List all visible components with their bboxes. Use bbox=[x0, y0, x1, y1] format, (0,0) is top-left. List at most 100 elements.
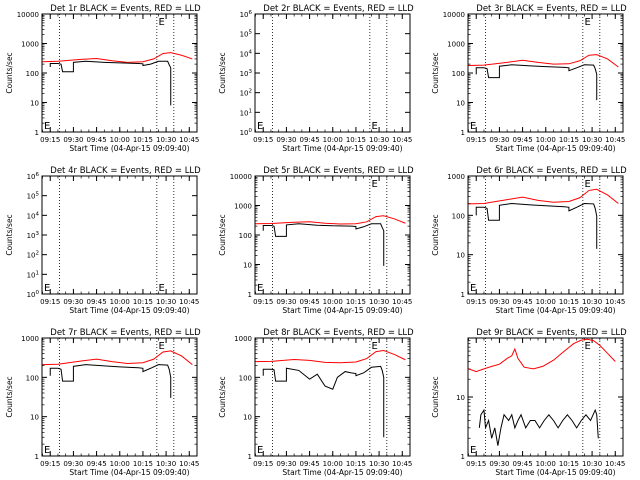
marker-label-start: E bbox=[44, 121, 50, 132]
x-tick-label: 09:45 bbox=[86, 136, 106, 144]
x-tick-label: 10:45 bbox=[392, 460, 412, 468]
y-tick-label: 1000 bbox=[234, 335, 252, 343]
y-tick-label: 10 bbox=[243, 262, 252, 270]
x-tick-label: 10:45 bbox=[392, 136, 412, 144]
x-axis-label: Start Time (04-Apr-15 09:09:40) bbox=[495, 144, 615, 153]
x-tick-label: 10:00 bbox=[323, 298, 343, 306]
lld-series-line bbox=[255, 215, 406, 225]
y-tick-label: 10 bbox=[456, 100, 465, 108]
x-tick-label: 10:45 bbox=[179, 136, 199, 144]
marker-label-end: E bbox=[158, 283, 164, 294]
x-tick-label: 10:45 bbox=[605, 298, 625, 306]
events-series-line bbox=[49, 364, 172, 398]
y-tick-label: 1 bbox=[35, 129, 39, 137]
x-tick-label: 10:00 bbox=[110, 460, 130, 468]
panel-title: Det 7r BLACK = Events, RED = LLD bbox=[50, 328, 201, 338]
lld-series-line bbox=[468, 338, 616, 373]
x-axis-label: Start Time (04-Apr-15 09:09:40) bbox=[282, 144, 402, 153]
y-tick-label: 1000 bbox=[447, 41, 465, 49]
plot-frame bbox=[41, 13, 198, 133]
y-tick-label: 100 bbox=[452, 212, 465, 220]
panel-title: Det 9r BLACK = Events, RED = LLD bbox=[476, 328, 627, 338]
y-axis-label: Counts/sec bbox=[431, 376, 440, 417]
marker-label-end: E bbox=[158, 17, 164, 28]
x-tick-label: 09:15 bbox=[466, 460, 486, 468]
x-tick-label: 09:30 bbox=[276, 460, 296, 468]
panel-title: Det 3r BLACK = Events, RED = LLD bbox=[476, 4, 627, 14]
x-tick-label: 10:15 bbox=[346, 460, 366, 468]
y-tick-label: 105 bbox=[240, 30, 253, 39]
y-axis-label: Counts/sec bbox=[218, 214, 227, 255]
x-tick-label: 10:00 bbox=[323, 460, 343, 468]
x-tick-label: 09:45 bbox=[299, 136, 319, 144]
x-tick-label: 10:30 bbox=[369, 460, 389, 468]
y-tick-label: 104 bbox=[27, 211, 40, 220]
panel-det-2: Det 2r BLACK = Events, RED = LLD 100 101 10… bbox=[218, 4, 414, 153]
y-axis-label: Counts/sec bbox=[431, 214, 440, 255]
panel-det-7: Det 7r BLACK = Events, RED = LLD 1 10 100 10… bbox=[5, 328, 201, 477]
x-tick-label: 10:00 bbox=[536, 460, 556, 468]
x-tick-label: 09:30 bbox=[63, 136, 83, 144]
marker-label-end: E bbox=[371, 121, 377, 132]
y-tick-label: 10 bbox=[30, 414, 39, 422]
x-tick-label: 10:45 bbox=[179, 460, 199, 468]
plot-frame bbox=[41, 337, 198, 457]
marker-label-start: E bbox=[44, 445, 50, 456]
x-tick-label: 10:30 bbox=[156, 460, 176, 468]
x-tick-label: 10:30 bbox=[582, 460, 602, 468]
y-axis-label: Counts/sec bbox=[431, 52, 440, 93]
plot-frame bbox=[467, 175, 624, 295]
x-axis-label: Start Time (04-Apr-15 09:09:40) bbox=[69, 468, 189, 477]
events-series-line bbox=[262, 365, 385, 438]
y-tick-label: 1 bbox=[35, 453, 39, 461]
plot-frame bbox=[254, 337, 411, 457]
x-tick-label: 10:30 bbox=[156, 136, 176, 144]
y-tick-label: 100 bbox=[239, 232, 252, 240]
events-series-line bbox=[475, 202, 598, 249]
y-axis-label: Counts/sec bbox=[5, 52, 14, 93]
x-axis-label: Start Time (04-Apr-15 09:09:40) bbox=[69, 144, 189, 153]
x-tick-label: 09:45 bbox=[512, 298, 532, 306]
y-tick-label: 101 bbox=[240, 108, 252, 117]
x-tick-label: 10:00 bbox=[110, 136, 130, 144]
events-series-line bbox=[262, 223, 385, 266]
panel-title: Det 1r BLACK = Events, RED = LLD bbox=[50, 4, 201, 14]
x-tick-label: 10:30 bbox=[156, 298, 176, 306]
marker-label-start: E bbox=[470, 445, 476, 456]
marker-label-start: E bbox=[257, 445, 263, 456]
panel-det-6: Det 6r BLACK = Events, RED = LLD 1 10 100 10… bbox=[431, 166, 627, 315]
x-tick-label: 10:15 bbox=[559, 298, 579, 306]
marker-label-end: E bbox=[584, 17, 590, 28]
x-axis-label: Start Time (04-Apr-15 09:09:40) bbox=[495, 468, 615, 477]
events-series-line bbox=[49, 60, 172, 106]
x-tick-label: 10:45 bbox=[605, 460, 625, 468]
x-tick-label: 09:15 bbox=[253, 460, 273, 468]
x-tick-label: 10:30 bbox=[369, 136, 389, 144]
events-series-line bbox=[475, 64, 598, 101]
lld-series-line bbox=[255, 350, 406, 364]
y-tick-label: 102 bbox=[27, 251, 39, 260]
y-tick-label: 1 bbox=[461, 291, 465, 299]
x-tick-label: 10:15 bbox=[559, 460, 579, 468]
x-tick-label: 09:15 bbox=[253, 136, 273, 144]
panel-det-8: Det 8r BLACK = Events, RED = LLD 1 10 100 10… bbox=[218, 328, 414, 477]
plot-frame bbox=[467, 13, 624, 133]
x-axis-label: Start Time (04-Apr-15 09:09:40) bbox=[282, 468, 402, 477]
y-tick-label: 100 bbox=[27, 290, 40, 299]
x-tick-label: 10:15 bbox=[346, 298, 366, 306]
plot-frame bbox=[254, 13, 411, 133]
x-axis-label: Start Time (04-Apr-15 09:09:40) bbox=[69, 306, 189, 315]
x-tick-label: 10:00 bbox=[323, 136, 343, 144]
y-tick-label: 100 bbox=[26, 374, 39, 382]
marker-label-start: E bbox=[44, 283, 50, 294]
x-tick-label: 09:15 bbox=[466, 136, 486, 144]
y-tick-label: 1 bbox=[248, 453, 252, 461]
x-tick-label: 09:45 bbox=[299, 460, 319, 468]
y-tick-label: 10 bbox=[456, 394, 465, 402]
x-tick-label: 10:15 bbox=[346, 136, 366, 144]
y-tick-label: 10000 bbox=[443, 11, 465, 19]
x-tick-label: 09:45 bbox=[512, 136, 532, 144]
events-series-line bbox=[478, 408, 599, 446]
y-axis-label: Counts/sec bbox=[5, 376, 14, 417]
